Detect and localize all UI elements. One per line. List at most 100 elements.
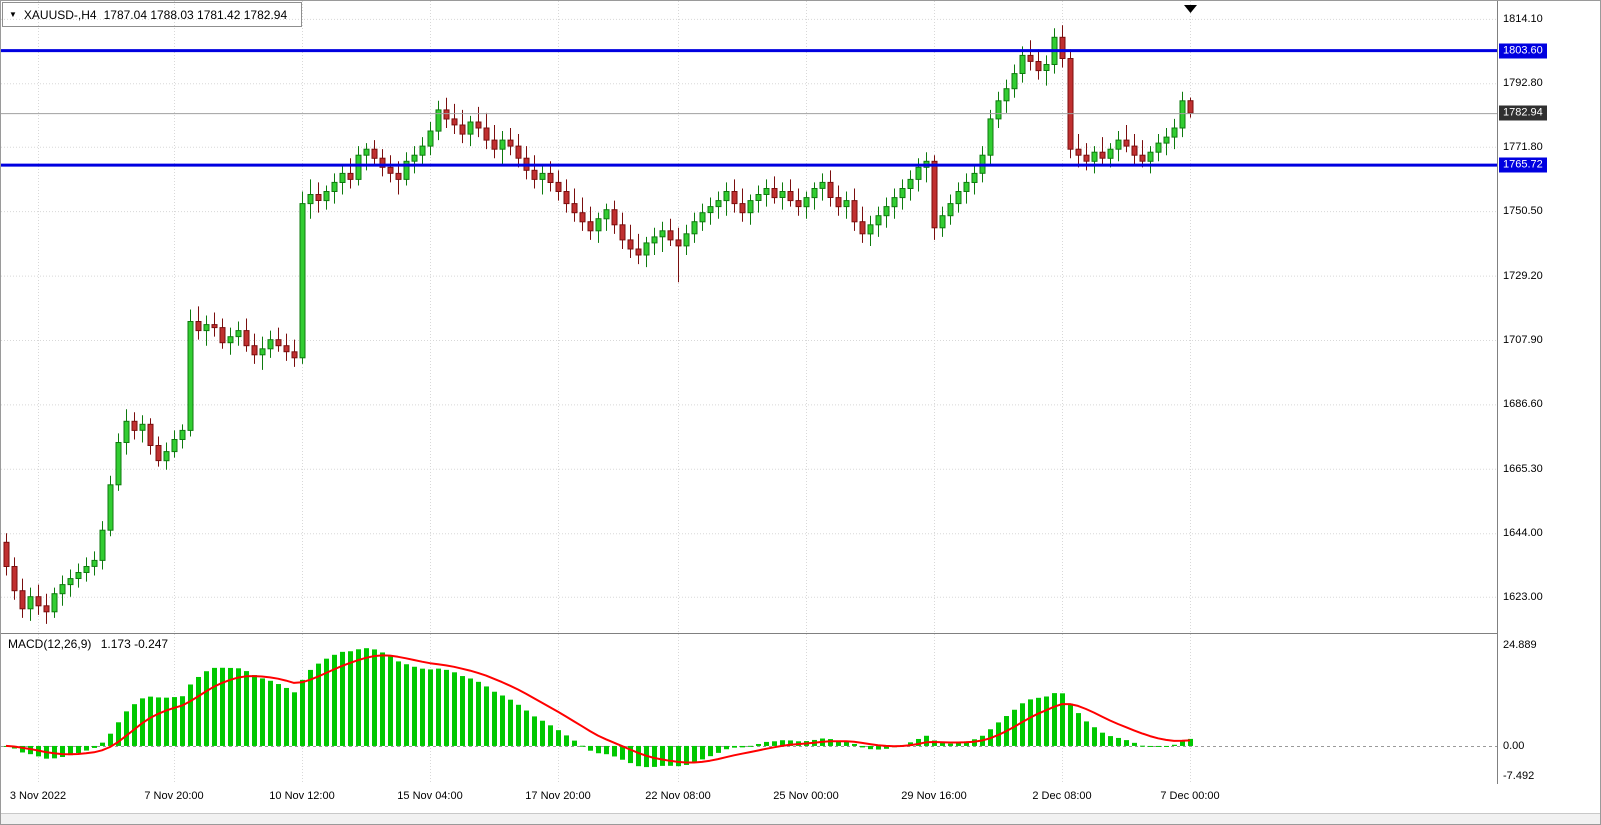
candle [187, 309, 194, 437]
time-axis[interactable]: 3 Nov 2022 7 Nov 20:00 10 Nov 12:00 15 Nov … [1, 784, 1600, 812]
macd-histogram-bar [860, 745, 865, 748]
candle [611, 200, 618, 234]
macd-histogram-bar [628, 745, 633, 764]
candle [899, 179, 906, 210]
macd-histogram-bar [844, 741, 849, 746]
candle [3, 533, 10, 576]
macd-histogram-bar [540, 720, 545, 746]
macd-histogram-bar [420, 668, 425, 746]
candle [43, 593, 50, 624]
candle [755, 185, 762, 213]
macd-histogram-bar [1132, 742, 1137, 746]
macd-histogram-bar [228, 667, 233, 746]
candle [139, 415, 146, 443]
candle-body [403, 160, 410, 180]
candle-body [1075, 148, 1082, 156]
candle-body [931, 160, 938, 229]
candle [347, 158, 354, 189]
candle [227, 327, 234, 355]
candle [619, 212, 626, 249]
candle [635, 233, 642, 265]
candle [507, 128, 514, 156]
macd-histogram-bar [588, 745, 593, 751]
macd-histogram-bar [1164, 745, 1169, 747]
candle [651, 227, 658, 256]
macd-histogram-bar [692, 745, 697, 763]
candle [323, 185, 330, 210]
macd-histogram-bar [356, 649, 361, 746]
candle-body [739, 203, 746, 214]
macd-histogram-bar [396, 661, 401, 746]
candle-body [219, 327, 226, 344]
candle [995, 91, 1002, 129]
macd-histogram-bar [308, 669, 313, 746]
candle [523, 146, 530, 180]
candle [827, 170, 834, 207]
candle [147, 418, 154, 455]
candle-body [131, 420, 138, 431]
time-axis-label: 7 Dec 00:00 [1160, 790, 1220, 802]
time-axis-label: 17 Nov 20:00 [525, 790, 591, 802]
candle [955, 182, 962, 213]
candle-body [267, 339, 274, 350]
candle [19, 578, 26, 618]
candle-body [1099, 151, 1106, 159]
candle-body [411, 154, 418, 162]
macd-histogram-bar [684, 745, 689, 765]
candle-body [155, 445, 162, 462]
candle-body [675, 239, 682, 247]
candle-body [355, 154, 362, 180]
candle [1163, 128, 1170, 156]
price-axis-label: 1792.80 [1503, 77, 1543, 90]
candle [883, 197, 890, 228]
chart-shift-marker-icon[interactable] [1184, 5, 1197, 13]
macd-histogram-bar [252, 675, 257, 746]
candle-body [171, 439, 178, 453]
macd-histogram-bar [700, 745, 705, 760]
candle [1187, 97, 1194, 118]
macd-histogram-bar [596, 745, 601, 754]
macd-histogram-bar [60, 745, 65, 758]
chart-title-ohlc: 1787.04 1788.03 1781.42 1782.94 [103, 7, 288, 22]
time-axis-label: 15 Nov 04:00 [397, 790, 463, 802]
candle-body [195, 321, 202, 332]
candle-body [91, 559, 98, 567]
time-axis-label: 10 Nov 12:00 [269, 790, 335, 802]
macd-histogram-bar [476, 681, 481, 746]
macd-indicator-values: 1.173 -0.247 [100, 637, 169, 651]
chart-title-box[interactable]: ▼ XAUUSD-,H4 1787.04 1788.03 1781.42 178… [2, 2, 303, 27]
candle-body [803, 197, 810, 208]
candle-body [1107, 148, 1114, 159]
candle-body [763, 188, 770, 195]
candle [339, 164, 346, 195]
candle-body [1091, 151, 1098, 162]
candle-body [875, 215, 882, 226]
price-axis-label: 1644.00 [1503, 527, 1543, 540]
macd-histogram-bar [324, 658, 329, 746]
price-axis-label: 1665.30 [1503, 462, 1543, 475]
candle-body [859, 221, 866, 235]
candle-body [427, 130, 434, 147]
macd-histogram-bar [156, 697, 161, 746]
macd-histogram-bar [220, 667, 225, 746]
candle [171, 430, 178, 458]
macd-histogram-bar [708, 745, 713, 757]
candle-body [1083, 154, 1090, 162]
candle-body [1147, 151, 1154, 162]
candle-body [795, 200, 802, 208]
macd-histogram-bar [484, 686, 489, 746]
candle [451, 103, 458, 135]
candle [99, 521, 106, 570]
candle-body [395, 172, 402, 180]
macd-histogram-bar [660, 745, 665, 766]
candle-body [1155, 142, 1162, 153]
candle [195, 306, 202, 340]
candle [123, 409, 130, 455]
macd-histogram-bar [292, 692, 297, 746]
horizontal-scrollbar-track[interactable] [1, 813, 1600, 824]
candle-body [331, 181, 338, 192]
macd-histogram-bar [1100, 732, 1105, 746]
candle-body [843, 200, 850, 208]
price-axis[interactable]: 1814.10 1792.80 1771.80 1750.50 1729.20 1707.… [1498, 1, 1600, 824]
